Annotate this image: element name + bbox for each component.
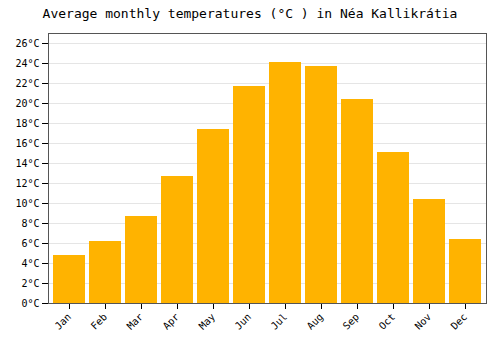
svg-text:Oct: Oct: [377, 311, 398, 332]
svg-text:8°C: 8°C: [21, 218, 39, 229]
svg-text:24°C: 24°C: [15, 58, 39, 69]
svg-text:6°C: 6°C: [21, 238, 39, 249]
svg-text:Nov: Nov: [413, 311, 434, 332]
svg-text:Aug: Aug: [305, 311, 326, 332]
svg-text:Mar: Mar: [125, 311, 146, 332]
svg-text:26°C: 26°C: [15, 38, 39, 49]
svg-text:Jun: Jun: [233, 311, 254, 332]
svg-text:2°C: 2°C: [21, 278, 39, 289]
svg-text:14°C: 14°C: [15, 158, 39, 169]
svg-text:10°C: 10°C: [15, 198, 39, 209]
svg-text:Jul: Jul: [269, 311, 290, 332]
svg-text:18°C: 18°C: [15, 118, 39, 129]
svg-text:0°C: 0°C: [21, 298, 39, 309]
svg-text:12°C: 12°C: [15, 178, 39, 189]
svg-text:May: May: [197, 311, 218, 332]
svg-text:22°C: 22°C: [15, 78, 39, 89]
svg-text:Sep: Sep: [341, 311, 362, 332]
svg-text:Dec: Dec: [449, 311, 470, 332]
svg-text:4°C: 4°C: [21, 258, 39, 269]
svg-text:16°C: 16°C: [15, 138, 39, 149]
svg-text:20°C: 20°C: [15, 98, 39, 109]
svg-text:Apr: Apr: [161, 311, 182, 332]
svg-text:Feb: Feb: [89, 311, 110, 332]
html-text:Average monthly temperatures (: Average monthly temperatures (°C ) in Né…: [42, 6, 458, 21]
svg-text:Jan: Jan: [53, 311, 74, 332]
